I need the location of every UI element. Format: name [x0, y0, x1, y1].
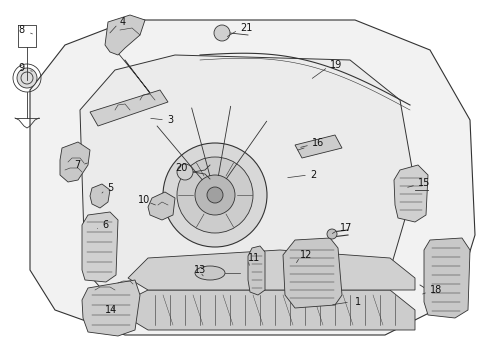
Text: 18: 18	[430, 285, 442, 295]
Circle shape	[214, 25, 230, 41]
Text: 9: 9	[18, 63, 24, 73]
Text: 17: 17	[340, 223, 352, 233]
Polygon shape	[90, 184, 110, 208]
Text: 21: 21	[240, 23, 252, 33]
Circle shape	[17, 68, 37, 88]
Polygon shape	[394, 165, 428, 222]
Text: 14: 14	[105, 305, 117, 315]
Polygon shape	[248, 246, 265, 295]
Text: 19: 19	[330, 60, 342, 70]
Polygon shape	[80, 55, 415, 310]
Text: 13: 13	[194, 265, 206, 275]
Polygon shape	[82, 280, 140, 336]
Polygon shape	[295, 135, 342, 158]
Text: 15: 15	[418, 178, 430, 188]
Polygon shape	[105, 15, 145, 55]
Polygon shape	[283, 238, 342, 308]
Circle shape	[207, 187, 223, 203]
Text: 6: 6	[102, 220, 108, 230]
Text: 16: 16	[312, 138, 324, 148]
Text: 11: 11	[248, 253, 260, 263]
Polygon shape	[60, 142, 90, 182]
Polygon shape	[148, 192, 175, 220]
Circle shape	[327, 229, 337, 239]
Polygon shape	[82, 212, 118, 282]
Text: 3: 3	[167, 115, 173, 125]
Polygon shape	[424, 238, 470, 318]
Text: 8: 8	[18, 25, 24, 35]
Polygon shape	[128, 250, 415, 290]
Text: 12: 12	[300, 250, 313, 260]
Ellipse shape	[195, 266, 225, 280]
Text: 7: 7	[74, 160, 80, 170]
Text: 1: 1	[355, 297, 361, 307]
Polygon shape	[30, 20, 475, 335]
Text: 4: 4	[120, 17, 126, 27]
Text: 20: 20	[175, 163, 187, 173]
Text: 2: 2	[310, 170, 316, 180]
Circle shape	[163, 143, 267, 247]
Polygon shape	[128, 290, 415, 330]
Polygon shape	[90, 90, 168, 126]
Text: 10: 10	[138, 195, 150, 205]
Text: 5: 5	[107, 183, 113, 193]
Circle shape	[195, 175, 235, 215]
Circle shape	[177, 157, 253, 233]
Circle shape	[177, 164, 193, 180]
